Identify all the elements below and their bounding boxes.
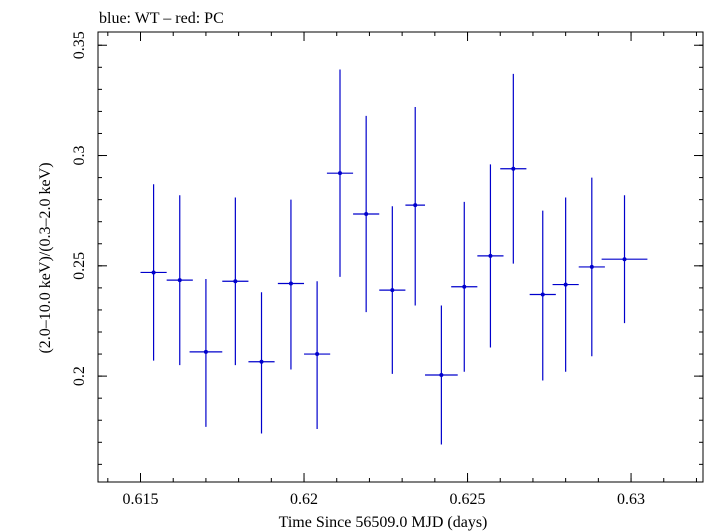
y-axis: 0.2 0.25 0.3 0.35 xyxy=(71,31,703,465)
point-marker xyxy=(151,270,156,275)
point-marker xyxy=(338,171,342,176)
data-point xyxy=(405,107,426,306)
data-point xyxy=(529,210,556,381)
point-marker xyxy=(288,281,293,286)
data-point xyxy=(140,184,167,361)
point-marker xyxy=(563,282,568,287)
point-marker xyxy=(589,264,594,269)
x-tick-label: 0.615 xyxy=(123,491,159,508)
y-axis-label: (2.0–10.0 keV)/(0.3–2.0 keV) xyxy=(37,162,54,353)
data-point xyxy=(248,292,275,434)
x-axis: 0.615 0.62 0.625 0.63 xyxy=(107,32,697,508)
chart-title: blue: WT – red: PC xyxy=(99,10,224,27)
data-point xyxy=(189,279,223,427)
data-point xyxy=(500,73,527,264)
point-marker xyxy=(364,211,369,216)
data-point xyxy=(379,206,406,374)
data-point xyxy=(552,197,579,372)
data-point xyxy=(326,69,354,277)
data-point xyxy=(601,195,648,324)
point-marker xyxy=(390,288,395,293)
data-point xyxy=(477,164,504,348)
data-point xyxy=(353,115,380,313)
point-marker xyxy=(177,278,182,283)
data-point xyxy=(451,201,478,372)
point-marker xyxy=(622,257,627,262)
data-point xyxy=(222,197,249,366)
plot-border xyxy=(97,31,704,483)
point-marker xyxy=(203,349,208,354)
point-marker xyxy=(233,279,238,284)
x-axis-label: Time Since 56509.0 MJD (days) xyxy=(279,514,488,531)
y-tick-label: 0.25 xyxy=(71,252,88,280)
point-marker xyxy=(462,284,467,289)
y-tick-label: 0.2 xyxy=(71,366,88,386)
y-tick-label: 0.3 xyxy=(71,146,88,166)
data-point xyxy=(425,305,458,445)
point-marker xyxy=(259,359,264,364)
x-tick-label: 0.62 xyxy=(290,491,318,508)
x-tick-label: 0.63 xyxy=(617,491,645,508)
data-point xyxy=(277,199,305,370)
x-tick-label: 0.625 xyxy=(450,491,486,508)
data-point xyxy=(304,281,331,430)
point-marker xyxy=(540,292,545,297)
point-marker xyxy=(488,253,493,258)
point-marker xyxy=(315,352,320,357)
y-tick-label: 0.35 xyxy=(71,31,88,59)
point-marker xyxy=(413,203,418,208)
point-marker xyxy=(511,166,516,171)
point-marker xyxy=(439,373,444,378)
data-point xyxy=(166,195,193,366)
data-points xyxy=(140,69,648,445)
plot-frame xyxy=(97,31,704,483)
data-point xyxy=(578,177,605,357)
